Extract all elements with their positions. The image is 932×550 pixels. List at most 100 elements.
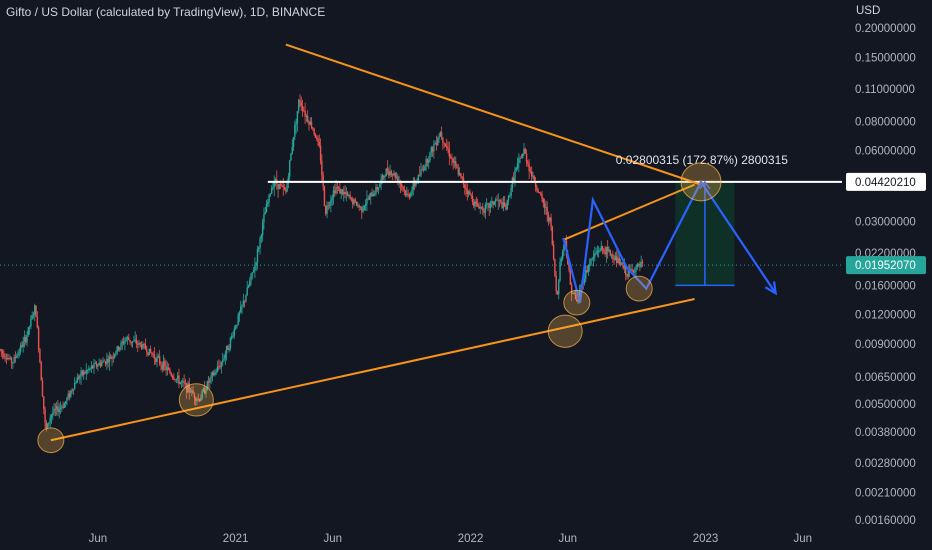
candle-body bbox=[112, 357, 114, 359]
candle-body bbox=[408, 194, 411, 197]
candle-252 bbox=[323, 185, 326, 207]
candle-body bbox=[614, 256, 617, 261]
candle-body bbox=[147, 352, 149, 356]
candle-body bbox=[341, 189, 344, 195]
candle-90 bbox=[115, 350, 117, 357]
candle-144 bbox=[184, 378, 187, 389]
candle-body bbox=[72, 389, 75, 391]
candle-197 bbox=[252, 267, 255, 273]
candle-408 bbox=[524, 147, 526, 154]
y-tick-label: 0.00900000 bbox=[855, 339, 916, 351]
candle-298 bbox=[382, 174, 385, 181]
candle-336 bbox=[431, 146, 434, 157]
candle-315 bbox=[404, 190, 407, 198]
candle-body bbox=[34, 305, 36, 315]
candle-61 bbox=[77, 374, 80, 381]
candle-body bbox=[45, 422, 48, 429]
candle-362 bbox=[465, 182, 467, 197]
candle-body bbox=[316, 137, 318, 139]
y-tick-label: 0.00280000 bbox=[855, 458, 916, 470]
candle-body bbox=[198, 399, 201, 402]
candle-156 bbox=[200, 394, 202, 402]
candle-494 bbox=[635, 264, 637, 276]
candle-body bbox=[537, 190, 539, 193]
candle-body bbox=[13, 356, 15, 363]
candle-411 bbox=[528, 159, 530, 179]
candle-176 bbox=[225, 345, 228, 361]
candle-body bbox=[247, 285, 250, 288]
candle-372 bbox=[478, 202, 480, 209]
candle-51 bbox=[64, 400, 67, 408]
candle-body bbox=[102, 360, 104, 363]
candle-body bbox=[569, 270, 572, 285]
candle-body bbox=[390, 171, 393, 175]
candle-body bbox=[205, 389, 207, 394]
x-tick-label: 2022 bbox=[458, 533, 484, 545]
candle-body bbox=[97, 365, 99, 367]
candle-body bbox=[425, 159, 427, 167]
candle-203 bbox=[260, 233, 263, 243]
candle-body bbox=[422, 169, 425, 171]
candle-395 bbox=[507, 194, 510, 206]
candle-10 bbox=[12, 361, 14, 370]
candle-body bbox=[634, 271, 636, 273]
candle-body bbox=[79, 375, 81, 379]
candle-body bbox=[57, 406, 59, 413]
candle-body bbox=[119, 347, 121, 350]
candle-338 bbox=[434, 140, 436, 145]
candle-304 bbox=[390, 169, 393, 177]
candle-52 bbox=[66, 396, 68, 406]
candle-body bbox=[404, 190, 407, 196]
candle-406 bbox=[522, 153, 524, 159]
candle-body bbox=[637, 263, 640, 265]
y-tick-label: 0.20000000 bbox=[855, 23, 916, 35]
candle-body bbox=[10, 357, 13, 364]
candle-245 bbox=[314, 132, 317, 139]
candle-body bbox=[12, 362, 14, 364]
candle-body bbox=[111, 357, 113, 359]
candle-321 bbox=[412, 177, 414, 196]
candle-1 bbox=[0, 348, 2, 358]
candle-22 bbox=[27, 327, 30, 337]
candle-483 bbox=[621, 261, 623, 266]
candle-134 bbox=[171, 374, 174, 380]
candle-270 bbox=[346, 190, 349, 197]
candle-body bbox=[209, 378, 211, 383]
time-axis[interactable]: Jun 2021 Jun 2022 Jun 2023 Jun bbox=[89, 533, 812, 545]
candle-185 bbox=[237, 312, 239, 326]
candle-body bbox=[246, 287, 248, 296]
projection-layer: 0.02800315 (172.87%) 2800315 bbox=[562, 153, 788, 303]
candle-body bbox=[403, 188, 405, 191]
candle-396 bbox=[509, 192, 511, 198]
candle-409 bbox=[525, 149, 528, 167]
candle-6 bbox=[7, 353, 9, 361]
candle-body bbox=[391, 174, 394, 176]
candle-body bbox=[67, 393, 69, 398]
candle-328 bbox=[421, 165, 423, 171]
candle-192 bbox=[246, 280, 248, 296]
candle-body bbox=[373, 194, 376, 195]
candle-body bbox=[597, 250, 600, 252]
candle-195 bbox=[250, 273, 252, 286]
candle-344 bbox=[442, 137, 444, 150]
candle-64 bbox=[81, 369, 84, 377]
candle-body bbox=[514, 169, 516, 181]
candle-164 bbox=[210, 371, 212, 384]
candle-body bbox=[263, 214, 265, 223]
highlight-circle-5 bbox=[680, 162, 722, 202]
candle-471 bbox=[605, 246, 608, 263]
candle-350 bbox=[449, 153, 452, 159]
candle-body bbox=[488, 203, 490, 208]
candle-body bbox=[494, 199, 497, 202]
candle-body bbox=[489, 203, 492, 208]
y-tick-label: 0.08000000 bbox=[855, 116, 916, 128]
candle-body bbox=[139, 342, 142, 345]
candle-286 bbox=[367, 195, 369, 201]
candle-body bbox=[269, 193, 272, 195]
candle-487 bbox=[626, 273, 628, 280]
candle-body bbox=[274, 179, 277, 183]
candle-body bbox=[402, 186, 404, 189]
candle-186 bbox=[238, 310, 241, 322]
candle-44 bbox=[55, 401, 58, 416]
